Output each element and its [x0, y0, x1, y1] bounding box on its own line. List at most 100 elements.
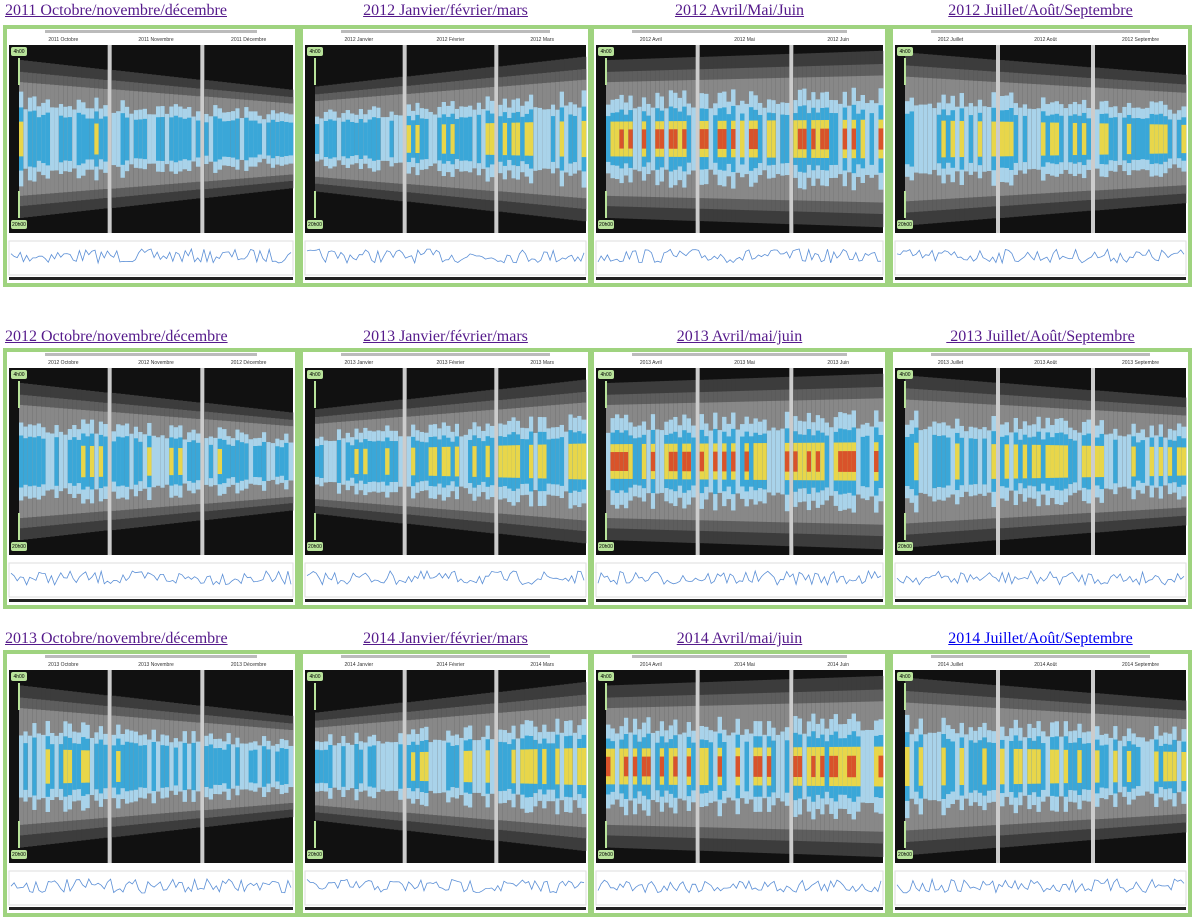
band-yellow	[1099, 445, 1105, 478]
band-blue	[1122, 117, 1128, 161]
band-blue	[1086, 743, 1092, 790]
panel-link[interactable]: 2014 Avril/mai/juin	[676, 630, 803, 647]
panel-link[interactable]: 2014 Janvier/février/mars	[363, 630, 528, 647]
band-blue	[389, 441, 395, 482]
hour-box	[11, 672, 27, 681]
month-label: 2012 Janvier	[345, 37, 374, 43]
band-red	[748, 128, 754, 150]
month-label: 2014 Avril	[640, 662, 662, 668]
band-red	[731, 451, 736, 472]
panel-link[interactable]: 2014 Juillet/Août/Septembre	[948, 630, 1133, 647]
band-red	[686, 756, 692, 777]
band-red	[793, 756, 799, 777]
band-red	[673, 451, 679, 472]
band-lightblue	[1126, 434, 1132, 489]
band-red	[722, 451, 727, 472]
band-yellow	[485, 445, 491, 478]
band-lightblue	[533, 107, 539, 171]
band-lightblue	[463, 434, 469, 489]
band-yellow	[568, 748, 574, 785]
band-lightblue	[54, 107, 60, 171]
band-yellow	[1059, 445, 1064, 478]
band-yellow	[511, 749, 517, 784]
panel-image: 2012 Avril 2012 Mai 2012 Juin 4h00 20h00	[590, 25, 889, 287]
band-blue	[1068, 115, 1074, 163]
month-gap	[695, 368, 700, 555]
band-red	[722, 129, 727, 149]
band-lightblue	[632, 108, 638, 170]
band-yellow	[169, 447, 175, 476]
band-blue	[120, 744, 126, 789]
month-label: 2013 Octobre	[48, 662, 79, 668]
band-blue	[498, 741, 504, 792]
panel-link[interactable]: 2013 Juillet/Août/Septembre	[946, 328, 1135, 345]
band-blue	[120, 113, 126, 165]
band-blue	[415, 744, 421, 789]
band-blue	[345, 442, 351, 481]
band-yellow	[1126, 123, 1132, 155]
band-blue	[1122, 746, 1128, 787]
band-blue	[98, 118, 104, 160]
band-blue	[757, 114, 763, 164]
band-lightblue	[731, 732, 736, 801]
band-blue	[270, 119, 276, 159]
band-blue	[103, 744, 108, 789]
band-blue	[275, 751, 280, 782]
panel-link[interactable]: 2011 Octobre/novembre/décembre	[5, 2, 227, 19]
band-blue	[226, 121, 232, 157]
band-blue	[959, 437, 965, 486]
panel-link[interactable]: 2012 Janvier/février/mars	[363, 2, 528, 19]
band-yellow	[489, 123, 495, 155]
band-blue	[133, 743, 139, 790]
band-lightblue	[459, 737, 464, 796]
band-yellow	[577, 748, 582, 785]
band-yellow	[520, 749, 525, 784]
band-blue	[323, 120, 329, 158]
band-lightblue	[323, 440, 329, 483]
band-blue	[36, 117, 42, 161]
hour-box	[11, 47, 27, 56]
band-yellow	[1149, 124, 1155, 154]
panel-link[interactable]: 2012 Avril/Mai/Juin	[674, 2, 805, 19]
band-blue	[664, 742, 670, 791]
band-yellow	[89, 445, 95, 478]
band-blue	[367, 746, 373, 787]
panel-link[interactable]: 2012 Juillet/Août/Septembre	[948, 2, 1133, 19]
hour-label: 20h00	[308, 222, 322, 228]
panel-link[interactable]: 2013 Janvier/février/mars	[363, 328, 528, 345]
band-lightblue	[380, 743, 386, 790]
band-blue	[76, 439, 82, 484]
hour-box	[598, 220, 614, 229]
panel-link[interactable]: 2013 Avril/mai/juin	[676, 328, 803, 345]
band-yellow	[529, 122, 534, 156]
band-lightblue	[385, 117, 390, 161]
band-lightblue	[677, 734, 683, 799]
band-blue	[213, 116, 218, 162]
band-lightblue	[515, 738, 521, 795]
month-label: 2013 Février	[436, 360, 464, 366]
band-yellow	[991, 121, 997, 157]
band-blue	[824, 435, 830, 488]
band-red	[842, 451, 848, 472]
band-lightblue	[726, 735, 732, 798]
band-lightblue	[775, 103, 781, 175]
band-yellow	[515, 122, 521, 156]
band-red	[668, 129, 674, 149]
band-lightblue	[437, 739, 443, 794]
band-yellow	[1040, 122, 1046, 156]
panel-link[interactable]: 2013 Octobre/novembre/décembre	[5, 630, 228, 647]
hour-box	[307, 542, 323, 551]
band-lightblue	[459, 436, 464, 487]
band-lightblue	[936, 731, 942, 802]
band-blue	[419, 441, 425, 482]
band-yellow	[1163, 124, 1169, 154]
header-line	[632, 30, 847, 33]
band-yellow	[1158, 447, 1164, 476]
panel-link[interactable]: 2012 Octobre/novembre/décembre	[5, 328, 228, 345]
band-yellow	[67, 749, 73, 784]
band-blue	[169, 117, 175, 161]
band-blue	[350, 121, 355, 157]
band-blue	[950, 741, 956, 792]
hour-label: 20h00	[308, 852, 322, 858]
band-blue	[1158, 745, 1164, 788]
